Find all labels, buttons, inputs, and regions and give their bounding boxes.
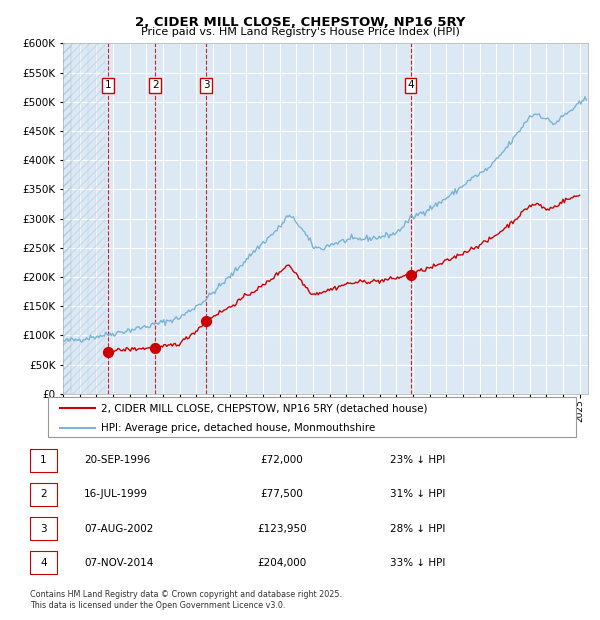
Text: £204,000: £204,000 (257, 557, 307, 568)
Text: Contains HM Land Registry data © Crown copyright and database right 2025.
This d: Contains HM Land Registry data © Crown c… (30, 590, 342, 609)
Text: Price paid vs. HM Land Registry's House Price Index (HPI): Price paid vs. HM Land Registry's House … (140, 27, 460, 37)
Bar (97, 43, 104, 394)
Text: 07-AUG-2002: 07-AUG-2002 (84, 523, 154, 534)
Text: 1: 1 (40, 455, 47, 466)
Text: 2, CIDER MILL CLOSE, CHEPSTOW, NP16 5RY (detached house): 2, CIDER MILL CLOSE, CHEPSTOW, NP16 5RY … (101, 403, 427, 413)
Text: 1: 1 (105, 81, 112, 91)
Text: 4: 4 (40, 557, 47, 568)
Text: 3: 3 (203, 81, 209, 91)
Text: £72,000: £72,000 (260, 455, 304, 466)
Text: 33% ↓ HPI: 33% ↓ HPI (390, 557, 445, 568)
Text: 16-JUL-1999: 16-JUL-1999 (84, 489, 148, 500)
Text: £77,500: £77,500 (260, 489, 304, 500)
Text: 2, CIDER MILL CLOSE, CHEPSTOW, NP16 5RY: 2, CIDER MILL CLOSE, CHEPSTOW, NP16 5RY (135, 16, 465, 29)
Bar (80, 43, 88, 394)
Bar (71, 43, 80, 394)
Text: HPI: Average price, detached house, Monmouthshire: HPI: Average price, detached house, Monm… (101, 423, 375, 433)
Bar (88, 43, 97, 394)
Text: 4: 4 (407, 81, 414, 91)
Text: 28% ↓ HPI: 28% ↓ HPI (390, 523, 445, 534)
Point (104, 347, 113, 356)
Point (202, 316, 211, 326)
Text: 20-SEP-1996: 20-SEP-1996 (84, 455, 150, 466)
Bar (63, 43, 71, 394)
Point (406, 270, 415, 280)
Text: 31% ↓ HPI: 31% ↓ HPI (390, 489, 445, 500)
Point (151, 343, 160, 353)
Text: 3: 3 (40, 523, 47, 534)
Text: 2: 2 (152, 81, 158, 91)
Text: 07-NOV-2014: 07-NOV-2014 (84, 557, 154, 568)
Text: £123,950: £123,950 (257, 523, 307, 534)
Text: 23% ↓ HPI: 23% ↓ HPI (390, 455, 445, 466)
Text: 2: 2 (40, 489, 47, 500)
